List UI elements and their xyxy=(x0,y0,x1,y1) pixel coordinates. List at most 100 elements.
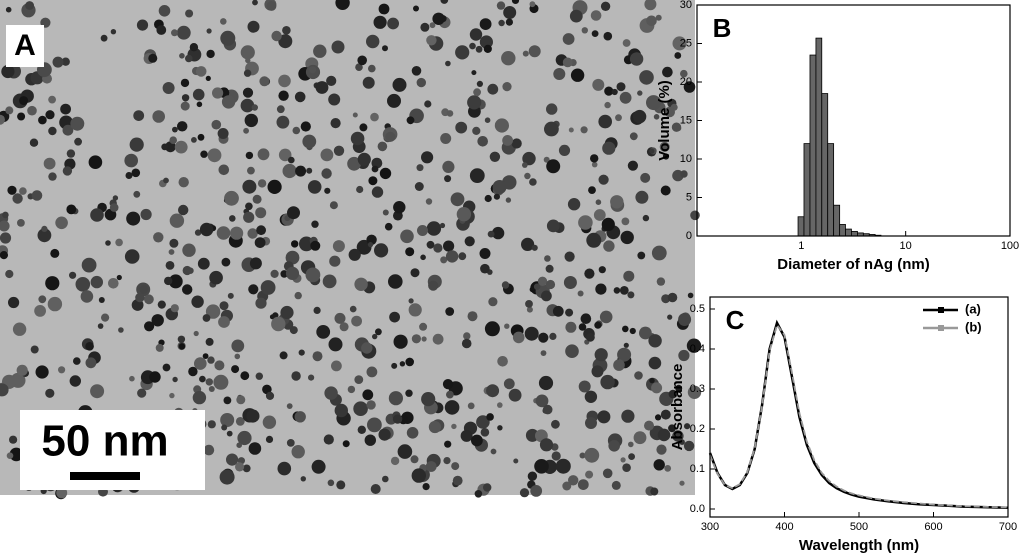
plot-frame xyxy=(709,296,1009,518)
particle xyxy=(687,292,694,299)
particle xyxy=(308,374,315,381)
particle xyxy=(285,266,300,280)
particle xyxy=(182,243,196,257)
particle xyxy=(480,263,490,274)
particle xyxy=(124,153,138,168)
particle xyxy=(440,133,452,144)
particle xyxy=(579,452,586,459)
particle xyxy=(508,388,522,402)
particle xyxy=(100,34,108,42)
particle xyxy=(391,362,398,369)
particle xyxy=(476,80,483,87)
particle xyxy=(5,269,14,279)
particle xyxy=(616,82,626,92)
particle xyxy=(584,268,595,279)
legend-marker xyxy=(938,325,944,331)
particle xyxy=(158,5,171,17)
particle xyxy=(672,36,687,51)
particle xyxy=(328,93,341,106)
particle xyxy=(48,95,56,104)
particle xyxy=(180,101,190,111)
bar xyxy=(845,228,852,237)
particle xyxy=(339,322,349,332)
particle xyxy=(144,294,154,305)
particle xyxy=(591,30,599,37)
particle xyxy=(316,325,331,339)
particle xyxy=(157,300,166,309)
particle xyxy=(300,121,311,132)
particle xyxy=(528,45,541,58)
particle xyxy=(330,118,341,129)
particle xyxy=(603,240,615,252)
particle xyxy=(602,141,616,155)
particle xyxy=(487,83,499,95)
particle xyxy=(399,361,406,367)
particle xyxy=(425,198,433,205)
particle xyxy=(81,257,97,273)
particle xyxy=(236,442,242,449)
particle xyxy=(286,439,295,447)
particle xyxy=(622,325,629,333)
particle xyxy=(432,333,444,345)
particle xyxy=(594,321,602,329)
particle xyxy=(12,322,27,336)
particle xyxy=(202,353,209,359)
x-tick-label: 700 xyxy=(999,521,1017,533)
particle xyxy=(267,179,282,194)
particle xyxy=(653,459,665,471)
particle xyxy=(252,0,258,6)
particle xyxy=(420,254,426,261)
particle xyxy=(357,55,368,66)
particle xyxy=(163,177,169,184)
particle xyxy=(194,229,202,236)
particle xyxy=(331,360,342,372)
particle xyxy=(511,138,522,149)
particle xyxy=(179,53,185,59)
particle xyxy=(439,222,446,229)
particle xyxy=(231,339,245,353)
particle xyxy=(213,374,229,390)
particle xyxy=(16,364,28,376)
particle xyxy=(172,126,178,133)
particle xyxy=(671,122,682,132)
particle xyxy=(69,271,77,279)
particle xyxy=(362,76,375,89)
particle xyxy=(655,14,662,21)
particle xyxy=(69,375,82,387)
particle xyxy=(405,247,415,257)
particle xyxy=(648,356,662,370)
y-tick-label: 0 xyxy=(686,230,692,242)
particle xyxy=(584,447,600,463)
particle xyxy=(522,50,529,57)
particle xyxy=(168,249,175,255)
particle xyxy=(615,114,622,122)
particle xyxy=(366,366,378,378)
particle xyxy=(413,5,419,12)
particle xyxy=(460,429,473,442)
particle xyxy=(9,435,18,444)
particle xyxy=(17,219,25,227)
particle xyxy=(464,236,475,247)
particle xyxy=(522,162,528,168)
particle xyxy=(545,264,554,273)
particle xyxy=(252,194,262,204)
particle xyxy=(313,44,327,58)
particle xyxy=(372,333,378,340)
particle xyxy=(211,119,222,130)
particle xyxy=(177,335,186,343)
particle xyxy=(634,371,643,380)
particle xyxy=(568,127,574,133)
particle xyxy=(294,411,306,423)
particle xyxy=(629,327,636,335)
particle xyxy=(244,113,258,128)
particle xyxy=(133,110,145,121)
particle xyxy=(662,153,670,160)
particle xyxy=(598,174,609,185)
particle xyxy=(384,222,393,231)
particle xyxy=(334,312,346,324)
particle xyxy=(85,357,97,369)
particle xyxy=(632,109,647,124)
particle xyxy=(5,106,14,115)
particle xyxy=(206,49,215,59)
